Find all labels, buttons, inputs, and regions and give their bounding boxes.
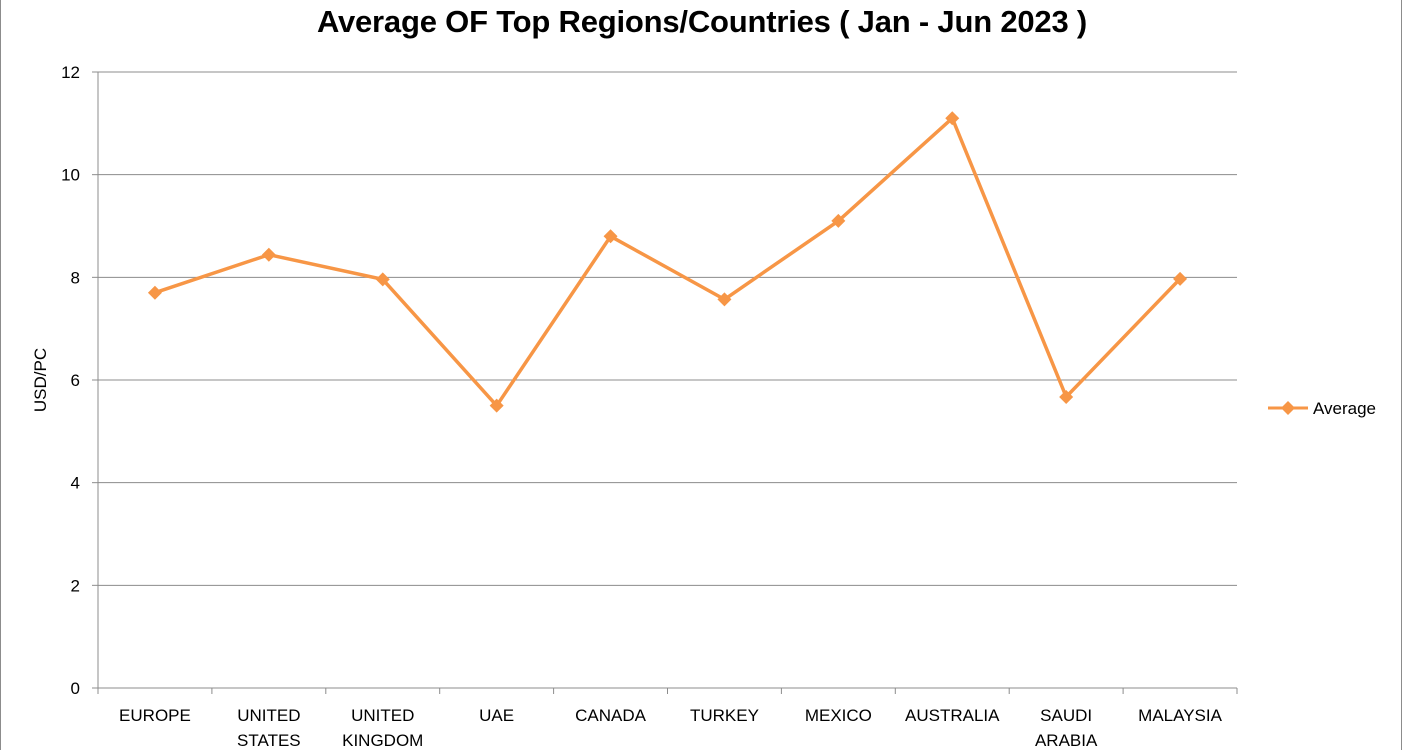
x-tick-label-uae: UAE — [479, 706, 514, 725]
chart-title: Average OF Top Regions/Countries ( Jan -… — [316, 4, 1088, 39]
series-line-average — [154, 116, 1182, 408]
legend-diamond-marker — [1281, 401, 1295, 415]
x-tick-label-turkey: TURKEY — [690, 706, 759, 725]
y-tick-label-2: 2 — [71, 576, 80, 595]
legend-label-average: Average — [1313, 399, 1376, 418]
legend: Average — [1268, 399, 1376, 418]
y-tick-label-6: 6 — [71, 371, 80, 390]
data-point-canada — [603, 229, 618, 244]
x-tick-label-saudi-arabia: SAUDI ARABIA — [1035, 706, 1098, 750]
x-tick-label-australia: AUSTRALIA — [905, 706, 1000, 725]
x-tick-label-united-states: UNITED STATES — [237, 706, 301, 750]
gridlines — [98, 71, 1237, 586]
x-tick-label-malaysia: MALAYSIA — [1138, 706, 1222, 725]
y-tick-label-4: 4 — [71, 474, 80, 493]
y-axis-title: USD/PC — [31, 348, 50, 412]
data-point-malaysia — [1173, 271, 1188, 286]
data-point-uae — [489, 398, 504, 413]
x-tick-label-united-kingdom: UNITED KINGDOM — [342, 706, 423, 750]
data-point-united-kingdom — [375, 272, 390, 287]
series-group — [147, 111, 1188, 413]
data-point-europe — [147, 285, 162, 300]
data-point-turkey — [717, 292, 732, 307]
x-tick-label-europe: EUROPE — [119, 706, 191, 725]
x-tick-labels: EUROPE UNITED STATES UNITED KINGDOM UAE CANADA… — [119, 706, 1223, 750]
data-point-australia — [945, 111, 960, 126]
x-tick-label-canada: CANADA — [575, 706, 647, 725]
y-tick-label-12: 12 — [61, 63, 80, 82]
y-tick-label-8: 8 — [71, 268, 80, 287]
y-tick-label-10: 10 — [61, 166, 80, 185]
y-tick-labels: 0 2 4 6 8 10 12 — [61, 63, 80, 698]
data-point-saudi-arabia — [1059, 389, 1074, 404]
data-point-united-states — [261, 247, 276, 262]
axes — [92, 71, 1238, 694]
x-tick-label-mexico: MEXICO — [805, 706, 872, 725]
data-point-mexico — [831, 213, 846, 228]
y-tick-label-0: 0 — [71, 679, 80, 698]
